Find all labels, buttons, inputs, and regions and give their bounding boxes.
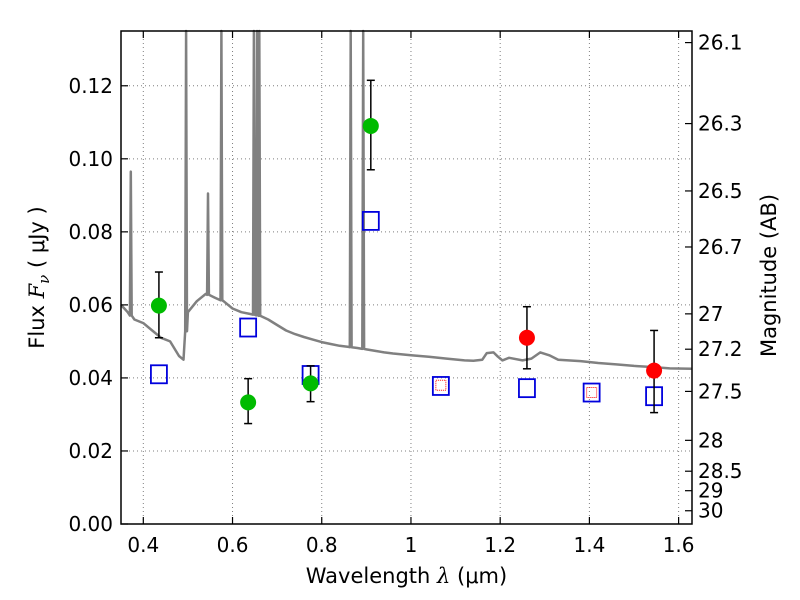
x-tick-label: 1.2	[484, 533, 516, 557]
y-tick-label: 0.02	[68, 439, 113, 463]
photometry-points	[150, 79, 663, 425]
mag-tick-label: 26.5	[698, 179, 743, 203]
x-tick-label: 0.4	[127, 533, 159, 557]
y-tick-label: 0.10	[68, 147, 113, 171]
model-photometry-square	[431, 376, 450, 396]
mag-tick-label: 26.1	[698, 31, 743, 55]
x-axis-label: Wavelength λ (μm)	[306, 564, 507, 588]
x-tick-label: 1.4	[573, 533, 605, 557]
mag-tick-label: 26.7	[698, 235, 743, 259]
y-tick-label: 0.04	[68, 366, 113, 390]
nir-data-point	[518, 329, 535, 346]
x-tick-label: 0.6	[217, 533, 249, 557]
x-tick-label: 1	[405, 533, 418, 557]
y-tick-label: 0.08	[68, 220, 113, 244]
y-axis-label: Flux Fν ( μJy )	[25, 206, 53, 348]
nir-data-point	[646, 362, 663, 379]
mag-tick-label: 26.3	[698, 112, 743, 136]
optical-data-point	[240, 394, 257, 411]
y-tick-label: 0.12	[68, 74, 113, 98]
model-photometry-square	[518, 378, 536, 399]
y-tick-label: 0.00	[68, 512, 113, 536]
model-photometry-square	[150, 364, 168, 385]
mag-tick-label: 27	[698, 302, 723, 326]
mag-tick-label: 27.2	[698, 337, 743, 361]
sed-model	[120, 29, 693, 371]
x-tick-label: 1.6	[663, 533, 695, 557]
mag-tick-label: 30	[698, 499, 723, 523]
optical-data-point	[302, 375, 319, 392]
model-detail-square	[586, 387, 598, 399]
y-tick-label: 0.06	[68, 293, 113, 317]
y-axis-right-label: Magnitude (AB)	[757, 194, 781, 357]
model-detail-square	[435, 379, 447, 391]
plot-frame	[120, 30, 693, 525]
mag-tick-label: 29	[698, 479, 723, 503]
model-photometry-square	[361, 210, 380, 231]
mag-tick-label: 28.5	[698, 459, 743, 483]
mag-tick-label: 28	[698, 428, 723, 452]
optical-data-point	[362, 117, 379, 134]
optical-data-point	[150, 297, 167, 314]
axis-ticks: 0.4 0.6 0.8 1 1.2 1.4 1.6 0.00 0.02 0.04 0.06 0.08 0…	[68, 31, 742, 557]
x-tick-label: 0.8	[306, 533, 338, 557]
model-photometry-square	[582, 382, 601, 403]
mag-tick-label: 27.5	[698, 379, 743, 403]
sed-model-line	[120, 29, 693, 371]
model-photometry-square	[239, 317, 258, 338]
